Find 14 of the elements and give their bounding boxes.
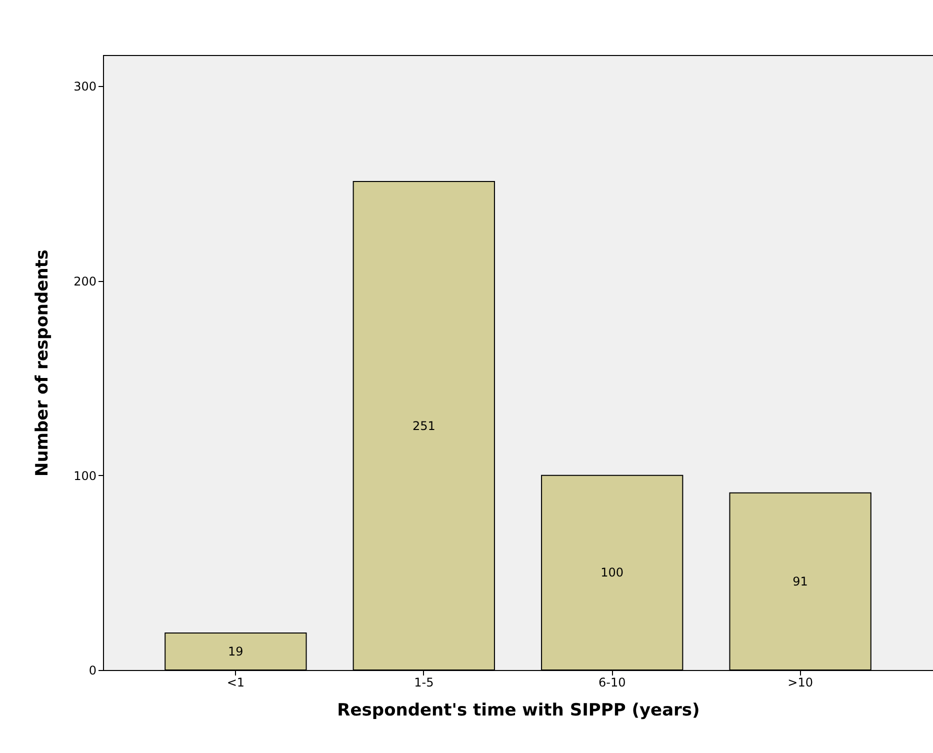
x-tick-label: <1 <box>226 676 245 690</box>
x-tick-label: 1-5 <box>414 676 434 690</box>
x-tick-label: >10 <box>788 676 813 690</box>
data-label: 91 <box>792 574 808 588</box>
x-axis-title: Respondent's time with SIPPP (years) <box>337 700 700 720</box>
y-tick-label: 100 <box>74 468 96 483</box>
x-tick-label: 6-10 <box>598 676 626 690</box>
y-tick-label: 0 <box>88 664 96 678</box>
y-tick-label: 200 <box>74 274 96 288</box>
y-axis-title: Number of respondents <box>32 249 53 477</box>
data-label: 251 <box>412 418 436 433</box>
data-label: 100 <box>600 566 624 580</box>
data-label: 19 <box>228 644 244 659</box>
y-tick-label: 300 <box>74 80 96 94</box>
